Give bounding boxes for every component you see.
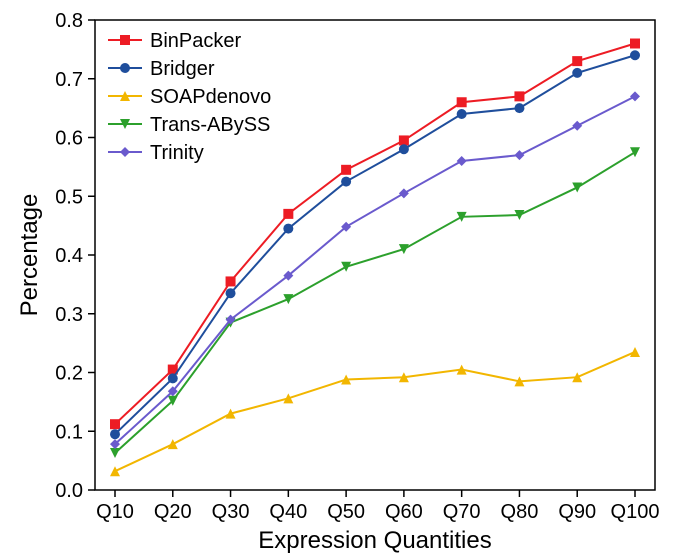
- x-tick-label: Q80: [501, 501, 539, 523]
- legend-label: Trinity: [150, 142, 204, 164]
- y-tick-label: 0.1: [55, 421, 83, 443]
- y-tick-label: 0.2: [55, 363, 83, 385]
- series-bridger: [110, 50, 640, 439]
- line-chart: 0.0 0.1 0.2 0.3 0.4 0.5 0.6 0.7 0.8 Q10 Q20 Q30 Q40 Q…: [0, 0, 685, 560]
- legend-label: Trans-ABySS: [150, 114, 270, 136]
- y-tick-label: 0.3: [55, 304, 83, 326]
- series-trans-abyss: [110, 147, 640, 458]
- x-axis-label: Expression Quantities: [258, 527, 491, 554]
- x-tick-label: Q70: [443, 501, 481, 523]
- legend-label: SOAPdenovo: [150, 86, 271, 108]
- y-tick-label: 0.0: [55, 480, 83, 502]
- x-tick-label: Q100: [611, 501, 660, 523]
- x-tick-label: Q50: [327, 501, 365, 523]
- x-tick-label: Q10: [96, 501, 134, 523]
- legend-label: Bridger: [150, 58, 215, 80]
- legend-label: BinPacker: [150, 30, 241, 52]
- y-tick-label: 0.7: [55, 69, 83, 91]
- x-tick-label: Q20: [154, 501, 192, 523]
- legend: BinPacker Bridger SOAPdenovo Trans-ABySS Tri…: [108, 30, 271, 164]
- x-tick-label: Q90: [558, 501, 596, 523]
- y-axis-label: Percentage: [16, 194, 43, 317]
- chart-container: 0.0 0.1 0.2 0.3 0.4 0.5 0.6 0.7 0.8 Q10 Q20 Q30 Q40 Q…: [0, 0, 685, 560]
- y-tick-label: 0.8: [55, 10, 83, 32]
- y-tick-label: 0.6: [55, 128, 83, 150]
- series-soapdenovo: [110, 347, 640, 476]
- y-tick-label: 0.4: [55, 245, 83, 267]
- y-tick-label: 0.5: [55, 186, 83, 208]
- x-tick-label: Q30: [212, 501, 250, 523]
- x-tick-label: Q60: [385, 501, 423, 523]
- x-tick-label: Q40: [269, 501, 307, 523]
